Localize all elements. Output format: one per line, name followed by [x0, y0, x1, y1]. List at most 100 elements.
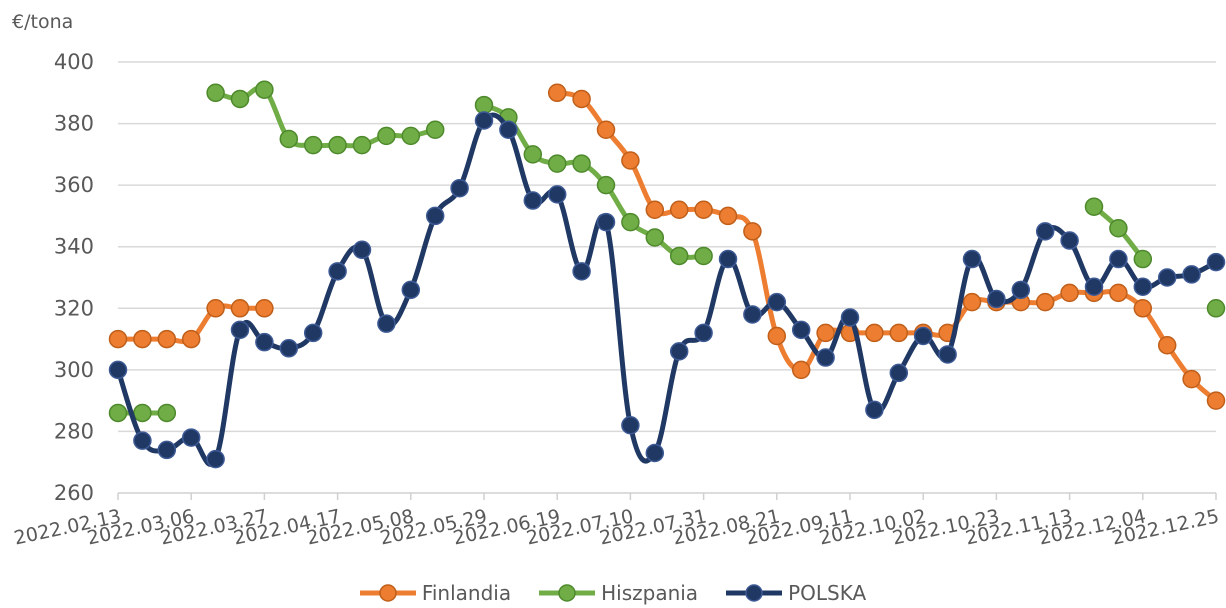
data-point: [1157, 268, 1177, 287]
data-point: [962, 249, 982, 269]
y-tick-label: 280: [54, 419, 94, 443]
data-point: [865, 400, 884, 420]
data-point: [425, 206, 445, 226]
data-point: [596, 120, 616, 139]
data-point: [474, 95, 494, 115]
data-point: [255, 299, 274, 318]
data-point: [450, 178, 469, 198]
data-point: [987, 289, 1006, 309]
data-point: [1035, 222, 1055, 241]
data-point: [1133, 299, 1153, 318]
data-point: [206, 299, 225, 318]
data-point: [108, 403, 128, 423]
data-point: [133, 329, 152, 349]
data-point: [401, 126, 421, 146]
data-point: [108, 329, 128, 349]
y-tick-label: 400: [54, 50, 94, 74]
data-point: [743, 222, 762, 241]
data-point: [913, 326, 933, 346]
legend-label-hiszpania: Hiszpania: [601, 581, 699, 605]
data-point: [718, 249, 738, 269]
data-point: [816, 348, 835, 367]
y-tick-label: 300: [54, 358, 94, 382]
data-point: [718, 206, 738, 226]
data-point: [377, 126, 396, 146]
gridlines: [118, 61, 1216, 433]
data-point: [499, 120, 518, 139]
data-point: [621, 212, 640, 232]
data-point: [303, 323, 323, 343]
data-point: [1060, 231, 1079, 250]
y-axis-label: €/tona: [12, 11, 73, 33]
data-point: [230, 89, 250, 109]
data-point: [547, 83, 567, 103]
data-point: [255, 80, 274, 99]
series-line: [481, 102, 707, 260]
x-tick-labels: 2022.02.132022.03.062022.03.272022.04.17…: [12, 493, 1221, 550]
data-point: [255, 332, 274, 352]
data-point: [938, 345, 957, 364]
data-point: [523, 191, 543, 210]
data-point: [1109, 249, 1128, 269]
data-point: [230, 320, 250, 340]
data-point: [1133, 277, 1153, 296]
data-point: [596, 212, 616, 232]
data-point: [840, 308, 860, 327]
data-point: [1035, 292, 1055, 312]
data-point: [377, 314, 396, 333]
data-point: [1206, 299, 1226, 318]
data-point: [1182, 369, 1201, 389]
y-tick-label: 320: [54, 296, 94, 320]
data-point: [474, 111, 494, 130]
data-point: [303, 135, 323, 155]
data-point: [645, 200, 665, 220]
data-point: [962, 292, 982, 312]
y-tick-label: 360: [54, 173, 94, 197]
series-line: [115, 112, 1219, 467]
data-point: [425, 120, 445, 139]
data-point: [279, 339, 299, 358]
data-point: [767, 292, 787, 312]
data-point: [1133, 249, 1153, 269]
data-point: [108, 360, 128, 380]
series-group: [108, 80, 1226, 469]
data-point: [1109, 218, 1128, 238]
data-point: [621, 416, 640, 435]
data-point: [547, 154, 567, 173]
data-point: [352, 135, 372, 155]
data-point: [791, 360, 811, 380]
data-point: [572, 89, 591, 109]
data-point: [694, 246, 713, 266]
data-point: [133, 403, 152, 423]
data-point: [157, 329, 177, 349]
data-point: [645, 228, 665, 247]
data-point: [1109, 283, 1128, 303]
series-hiszpania: [108, 80, 1226, 423]
legend-label-polska: POLSKA: [788, 581, 867, 605]
data-point: [1084, 197, 1104, 216]
y-tick-label: 380: [54, 112, 94, 136]
legend-swatch-hiszpania: [539, 584, 596, 602]
y-tick-labels: 260 280 300 320 340 360 380 400: [54, 50, 94, 505]
data-point: [669, 246, 689, 266]
data-point: [230, 299, 250, 318]
data-point: [328, 135, 347, 155]
data-point: [889, 363, 909, 383]
data-point: [133, 431, 152, 450]
data-point: [743, 305, 762, 324]
y-tick-label: 340: [54, 235, 94, 259]
data-point: [1206, 252, 1226, 272]
data-point: [621, 151, 640, 170]
data-point: [523, 145, 543, 164]
data-point: [181, 329, 201, 349]
data-point: [1060, 283, 1079, 303]
legend-swatch-polska: [726, 584, 783, 602]
legend: Finlandia Hiszpania POLSKA: [0, 578, 1226, 608]
data-point: [157, 440, 177, 460]
data-point: [181, 428, 201, 447]
data-point: [596, 175, 616, 195]
legend-swatch-finlandia: [359, 584, 416, 602]
data-point: [865, 323, 884, 343]
data-point: [157, 403, 177, 423]
data-point: [669, 200, 689, 220]
